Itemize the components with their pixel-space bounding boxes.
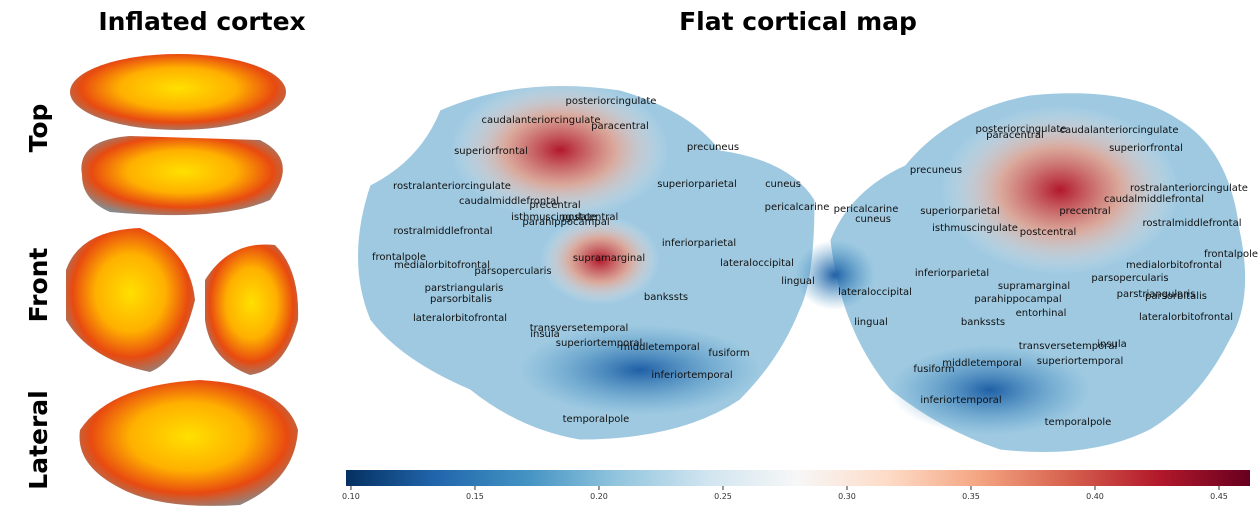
region-label: inferiortemporal	[920, 395, 1001, 406]
region-label: lingual	[781, 276, 815, 287]
colorbar-tick-label: 0.15	[466, 492, 484, 501]
colorbar-tick-label: 0.30	[838, 492, 856, 501]
region-label: lateraloccipital	[720, 258, 794, 269]
region-label: cuneus	[765, 179, 801, 190]
region-label: postcentral	[1020, 227, 1077, 238]
region-label: cuneus	[855, 214, 891, 225]
region-label: parsorbitalis	[430, 294, 492, 305]
hot-region	[540, 215, 660, 305]
panel-title: Flat cortical map	[679, 7, 917, 36]
cool-region	[520, 325, 760, 415]
brain-front-left	[66, 228, 195, 372]
region-label: parsopercularis	[474, 266, 551, 277]
region-label: parsopercularis	[1091, 273, 1168, 284]
colorbar-tick-label: 0.35	[962, 492, 980, 501]
brain-top-lower	[81, 136, 283, 216]
region-label: rostralanteriorcingulate	[393, 181, 511, 192]
hot-region	[450, 80, 670, 220]
region-label: rostralanteriorcingulate	[1130, 183, 1248, 194]
region-label: transversetemporal	[1019, 341, 1118, 352]
region-label: rostralmiddlefrontal	[1143, 218, 1242, 229]
colorbar-tick-label: 0.40	[1086, 492, 1104, 501]
region-label: supramarginal	[998, 281, 1070, 292]
region-label: bankssts	[961, 317, 1005, 328]
region-label: isthmuscingulate	[511, 212, 597, 223]
region-label: frontalpole	[1204, 249, 1258, 260]
brain-lateral	[79, 380, 298, 506]
region-label: superiorfrontal	[1109, 143, 1183, 154]
region-label: middletemporal	[620, 342, 699, 353]
region-label: paracentral	[986, 130, 1044, 141]
cool-region	[795, 240, 875, 310]
region-label: superiortemporal	[1037, 356, 1123, 367]
region-label: postcentral	[562, 212, 619, 223]
region-label: parsorbitalis	[1145, 291, 1207, 302]
colorbar	[346, 470, 1250, 486]
region-label: insula	[530, 329, 560, 340]
region-label: transversetemporal	[530, 323, 629, 334]
region-label: caudalanteriorcingulate	[1060, 125, 1179, 136]
hot-region	[940, 105, 1180, 275]
region-label: inferiorparietal	[915, 268, 989, 279]
region-label: parahippocampal	[522, 217, 609, 228]
region-label: entorhinal	[1016, 308, 1067, 319]
region-label: precuneus	[687, 142, 739, 153]
region-label: lateraloccipital	[838, 287, 912, 298]
region-label: frontalpole	[372, 252, 426, 263]
region-label: middletemporal	[942, 358, 1021, 369]
region-label: lingual	[854, 317, 888, 328]
region-label: superiorparietal	[920, 206, 1000, 217]
region-label: supramarginal	[573, 253, 645, 264]
region-label: pericalcarine	[834, 204, 899, 215]
region-label: posteriorcingulate	[976, 124, 1067, 135]
region-label: medialorbitofrontal	[394, 260, 490, 271]
region-label: caudalanteriorcingulate	[482, 115, 601, 126]
view-label: Front	[24, 248, 53, 323]
region-label: paracentral	[591, 121, 649, 132]
region-label: superiorparietal	[657, 179, 737, 190]
region-label: fusiform	[913, 364, 954, 375]
region-label: lateralorbitofrontal	[413, 313, 507, 324]
inflated-views	[66, 54, 299, 506]
region-label: temporalpole	[563, 414, 630, 425]
region-label: precentral	[529, 200, 580, 211]
region-label: caudalmiddlefrontal	[459, 196, 559, 207]
region-label: posteriorcingulate	[566, 96, 657, 107]
region-label: inferiorparietal	[662, 238, 736, 249]
region-label: precuneus	[910, 165, 962, 176]
flat-maps	[357, 80, 1247, 453]
region-label: parstriangularis	[1117, 289, 1196, 300]
panel-title: Inflated cortex	[98, 7, 305, 36]
region-label: inferiortemporal	[651, 370, 732, 381]
region-label: medialorbitofrontal	[1126, 260, 1222, 271]
region-label: superiortemporal	[556, 338, 642, 349]
region-label: lateralorbitofrontal	[1139, 312, 1233, 323]
view-label: Top	[24, 104, 53, 153]
region-label: isthmuscingulate	[932, 223, 1018, 234]
region-label: bankssts	[644, 292, 688, 303]
colorbar-tick-label: 0.20	[590, 492, 608, 501]
region-label: insula	[1097, 339, 1127, 350]
region-label: superiorfrontal	[454, 146, 528, 157]
region-label: parstriangularis	[425, 283, 504, 294]
region-label: caudalmiddlefrontal	[1104, 194, 1204, 205]
cool-region	[890, 345, 1090, 435]
region-label: parahippocampal	[974, 294, 1061, 305]
region-label: pericalcarine	[765, 202, 830, 213]
region-label: precentral	[1059, 206, 1110, 217]
region-label: rostralmiddlefrontal	[394, 226, 493, 237]
region-label: temporalpole	[1045, 417, 1112, 428]
region-label: fusiform	[708, 348, 749, 359]
colorbar-tick-label: 0.25	[714, 492, 732, 501]
colorbar-tick-label: 0.10	[342, 492, 360, 501]
brain-top-upper	[70, 54, 286, 130]
view-label: Lateral	[24, 390, 53, 489]
colorbar-tick-label: 0.45	[1210, 492, 1228, 501]
brain-front-right	[205, 244, 299, 375]
